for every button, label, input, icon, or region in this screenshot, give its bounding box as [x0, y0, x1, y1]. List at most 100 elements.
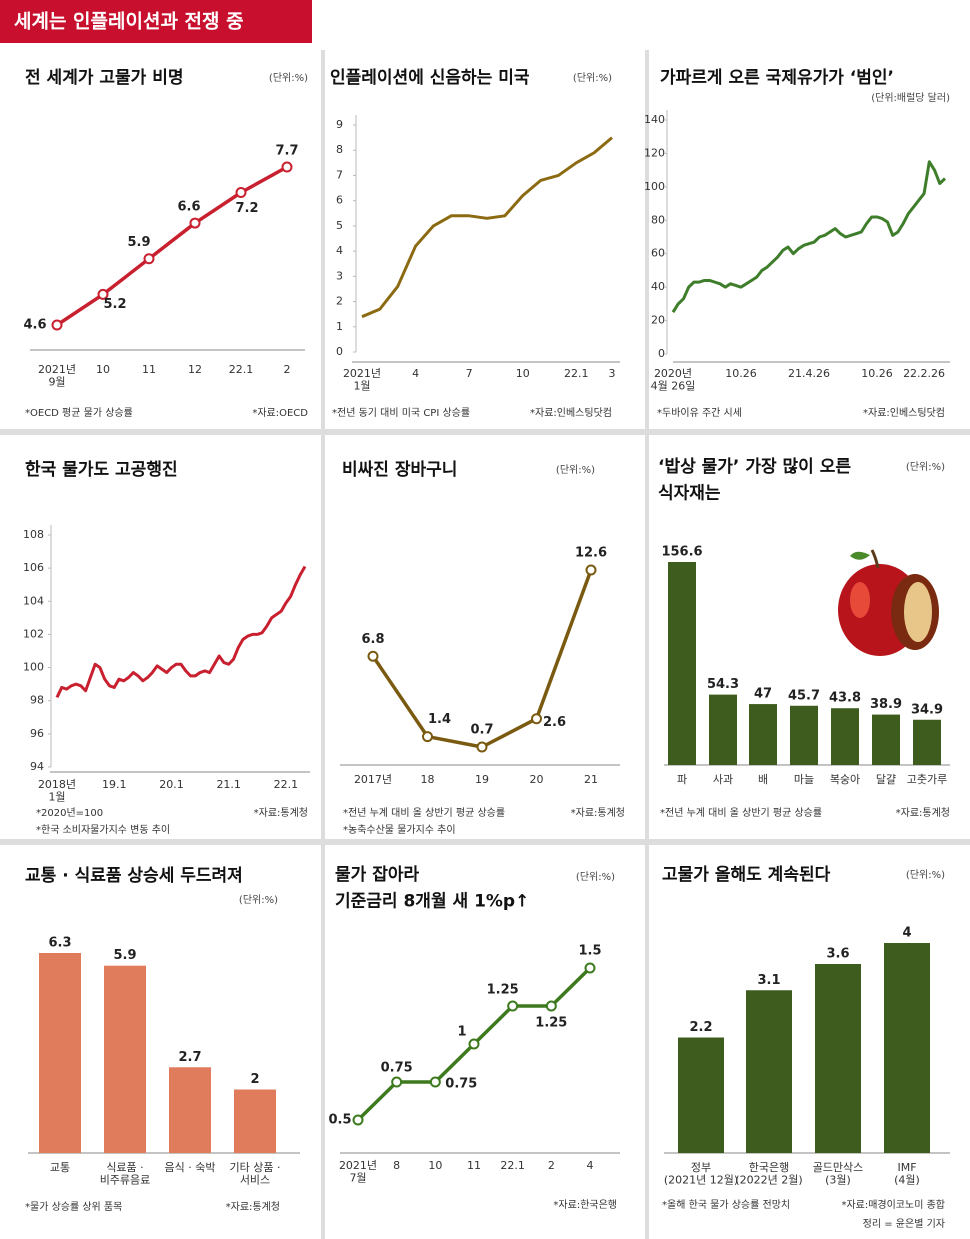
text-line: (4월) — [894, 1174, 920, 1187]
header-title: 세계는 인플레이션과 전쟁 중 — [14, 11, 244, 33]
text-line: 한국은행 — [749, 1161, 789, 1174]
footnote: *전년 누계 대비 올 상반기 평균 상승률 — [660, 807, 822, 819]
x-tick-label: 2020년 4월 26일 — [651, 367, 696, 393]
y-tick-label: 120 — [644, 146, 665, 159]
bar — [831, 708, 859, 765]
x-tick-label: 22.2.26 — [903, 367, 945, 380]
unit-label: (단위:%) — [269, 71, 308, 84]
x-tick-label: 19.1 — [102, 778, 127, 791]
source: *자료:통계청 — [571, 807, 625, 819]
x-tick-label: 4 — [412, 367, 419, 380]
y-tick-label: 6 — [336, 194, 343, 207]
y-tick-label: 104 — [23, 594, 44, 607]
source: *자료:매경이코노미 종합 — [841, 1198, 945, 1211]
x-tick-label: 배 — [758, 773, 768, 786]
y-tick-label: 0 — [658, 347, 665, 360]
chart-title: 전 세계가 고물가 비명 — [25, 68, 184, 88]
x-tick-label: 10.26 — [725, 367, 757, 380]
y-tick-label: 80 — [651, 213, 665, 226]
value-label: 34.9 — [911, 702, 943, 717]
x-tick-label: 21.4.26 — [788, 367, 830, 380]
bar — [678, 1037, 724, 1153]
header-box — [0, 0, 312, 43]
x-tick-label: 10 — [96, 363, 110, 376]
value-label: 3.6 — [826, 947, 849, 962]
point — [189, 217, 201, 229]
credit: 정리 = 윤은별 기자 — [863, 1218, 945, 1230]
x-tick-label: 11 — [467, 1159, 481, 1172]
y-tick-label: 4 — [336, 244, 343, 257]
text-line: 9월 — [48, 376, 65, 389]
x-tick-label: 2018년 1월 — [38, 778, 76, 804]
line — [361, 136, 613, 319]
x-tick-label: 2021년 7월 — [339, 1159, 377, 1185]
unit-label: (단위:배럴당 달러) — [871, 91, 950, 104]
text-line: 물가 잡아라 — [335, 865, 419, 885]
x-tick-label: 21 — [584, 773, 598, 786]
apple-flesh — [904, 582, 932, 642]
point — [507, 1000, 519, 1012]
value-label: 5.9 — [127, 235, 150, 250]
x-tick-label: 10.26 — [861, 367, 893, 380]
bar — [746, 990, 792, 1153]
text-line: (2022년 2월) — [735, 1174, 802, 1187]
value-label: 6.8 — [361, 632, 384, 647]
source: *자료:한국은행 — [553, 1199, 617, 1211]
value-label: 54.3 — [707, 677, 739, 692]
chart-title: ‘밥상 물가’ 가장 많이 오른 식자재는 — [658, 457, 851, 503]
footnote: *2020년=100 — [36, 807, 103, 819]
point — [281, 161, 293, 173]
x-tick-label: 마늘 — [794, 773, 814, 786]
text-line: (3월) — [825, 1174, 851, 1187]
text-line: 2021년 — [339, 1159, 377, 1172]
x-tick-label: 20 — [530, 773, 544, 786]
chart-title: 인플레이션에 신음하는 미국 — [330, 68, 530, 88]
bar — [234, 1089, 276, 1153]
x-tick-label: 2021년 1월 — [343, 367, 381, 393]
x-tick-label: 골드만삭스 (3월) — [813, 1161, 864, 1187]
x-tick-label: 11 — [142, 363, 156, 376]
text-line: 2020년 — [654, 367, 692, 380]
text-line: 식료품 · — [106, 1161, 143, 1174]
value-label: 2.6 — [543, 715, 566, 730]
x-tick-label: 정부 (2021년 12월) — [664, 1161, 738, 1187]
x-tick-label: 20.1 — [159, 778, 184, 791]
text-line: 정부 — [691, 1161, 711, 1174]
bar — [749, 704, 777, 765]
x-tick-label: 19 — [475, 773, 489, 786]
bar — [913, 719, 941, 765]
point — [143, 253, 155, 265]
text-line: 서비스 — [240, 1174, 270, 1187]
footnote: *OECD 평균 물가 상승률 — [25, 407, 133, 419]
x-tick-label: 달걀 — [876, 773, 896, 786]
chart-title: 가파르게 오른 국제유가가 ‘범인’ — [660, 68, 894, 88]
x-tick-label: 교통 — [50, 1161, 70, 1174]
source: *자료:통계청 — [254, 807, 308, 819]
y-tick-label: 98 — [30, 694, 44, 707]
y-tick-label: 140 — [644, 113, 665, 126]
text-line: 기준금리 8개월 새 1%p↑ — [335, 891, 529, 911]
point — [97, 288, 109, 300]
y-tick-label: 2 — [336, 295, 343, 308]
point — [476, 741, 488, 753]
line — [55, 565, 307, 699]
value-label: 7.2 — [235, 201, 258, 216]
text-line: 7월 — [349, 1172, 366, 1185]
y-tick-label: 5 — [336, 219, 343, 232]
value-label: 38.9 — [870, 697, 902, 712]
x-tick-label: 22.1 — [564, 367, 589, 380]
point — [545, 1000, 557, 1012]
chart-title: 고물가 올해도 계속된다 — [662, 865, 831, 885]
unit-label: (단위:%) — [906, 868, 945, 881]
x-tick-label: 2021년 9월 — [38, 363, 76, 389]
value-label: 6.3 — [48, 936, 71, 951]
line — [671, 160, 947, 314]
point — [422, 731, 433, 743]
y-tick-label: 100 — [644, 180, 665, 193]
point — [367, 650, 379, 662]
value-label: 5.9 — [113, 948, 136, 963]
y-tick-label: 9 — [336, 118, 343, 131]
x-tick-label: 3 — [609, 367, 616, 380]
value-label: 45.7 — [788, 688, 820, 703]
